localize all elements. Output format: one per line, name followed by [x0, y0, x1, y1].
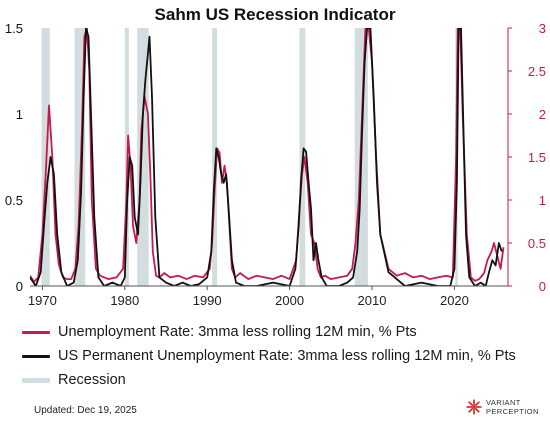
- y-right-tick-label: 2.5: [528, 64, 546, 79]
- recession-band: [74, 28, 86, 286]
- x-tick-label: 1970: [28, 293, 57, 308]
- legend-swatch-recession: [22, 377, 50, 383]
- legend-label: US Permanent Unemployment Rate: 3mma les…: [58, 348, 516, 364]
- y-left-tick-label: 1.5: [5, 21, 23, 36]
- axes: 1970 1980 1990 2000 2010 2020 0 0.5 1 1.5 0 0.5 1 1.5…: [5, 21, 546, 308]
- sunburst-ray: [474, 401, 480, 407]
- y-left-tick-label: 1: [16, 107, 23, 122]
- updated-timestamp: Updated: Dec 19, 2025: [34, 405, 137, 416]
- brand-text: VARIANT PERCEPTION: [486, 398, 539, 416]
- legend: Unemployment Rate: 3mma less rolling 12M…: [22, 320, 516, 392]
- legend-item-unemployment: Unemployment Rate: 3mma less rolling 12M…: [22, 320, 516, 344]
- x-tick-label: 2020: [440, 293, 469, 308]
- x-tick-label: 2010: [358, 293, 387, 308]
- legend-item-permanent-unemployment: US Permanent Unemployment Rate: 3mma les…: [22, 344, 516, 368]
- sunburst-ray: [474, 407, 480, 413]
- brand-logo: VARIANT PERCEPTION: [466, 398, 539, 416]
- permanent-unemployment-series: [30, 28, 503, 286]
- recession-band: [137, 28, 149, 286]
- permanent-unemployment-line: [30, 28, 503, 286]
- x-tick-label: 2000: [275, 293, 304, 308]
- recession-band: [212, 28, 218, 286]
- legend-swatch-permanent-unemployment: [22, 354, 50, 358]
- sunburst-logo-icon: [466, 399, 482, 415]
- y-right-tick-label: 2: [539, 107, 546, 122]
- sunburst-ray: [468, 401, 474, 407]
- legend-label: Recession: [58, 372, 126, 388]
- y-right-tick-label: 3: [539, 21, 546, 36]
- sunburst-center: [472, 405, 476, 409]
- chart-title: Sahm US Recession Indicator: [155, 5, 396, 24]
- recession-bands: [41, 28, 458, 286]
- brand-line-2: PERCEPTION: [486, 407, 539, 416]
- x-tick-label: 1990: [193, 293, 222, 308]
- unemployment-line: [30, 28, 505, 283]
- legend-item-recession: Recession: [22, 368, 516, 392]
- sunburst-ray: [468, 407, 474, 413]
- brand-line-1: VARIANT: [486, 398, 521, 407]
- legend-swatch-unemployment: [22, 330, 50, 334]
- unemployment-series: [30, 28, 505, 283]
- chart: Sahm US Recession Indicator 1970 1980 1990…: [5, 5, 546, 308]
- y-left-tick-label: 0.5: [5, 193, 23, 208]
- y-right-tick-label: 1: [539, 193, 546, 208]
- legend-label: Unemployment Rate: 3mma less rolling 12M…: [58, 324, 417, 340]
- x-tick-label: 1980: [110, 293, 139, 308]
- y-left-tick-label: 0: [16, 279, 23, 294]
- y-right-tick-label: 0: [539, 279, 546, 294]
- y-right-tick-label: 1.5: [528, 150, 546, 165]
- y-right-tick-label: 0.5: [528, 236, 546, 251]
